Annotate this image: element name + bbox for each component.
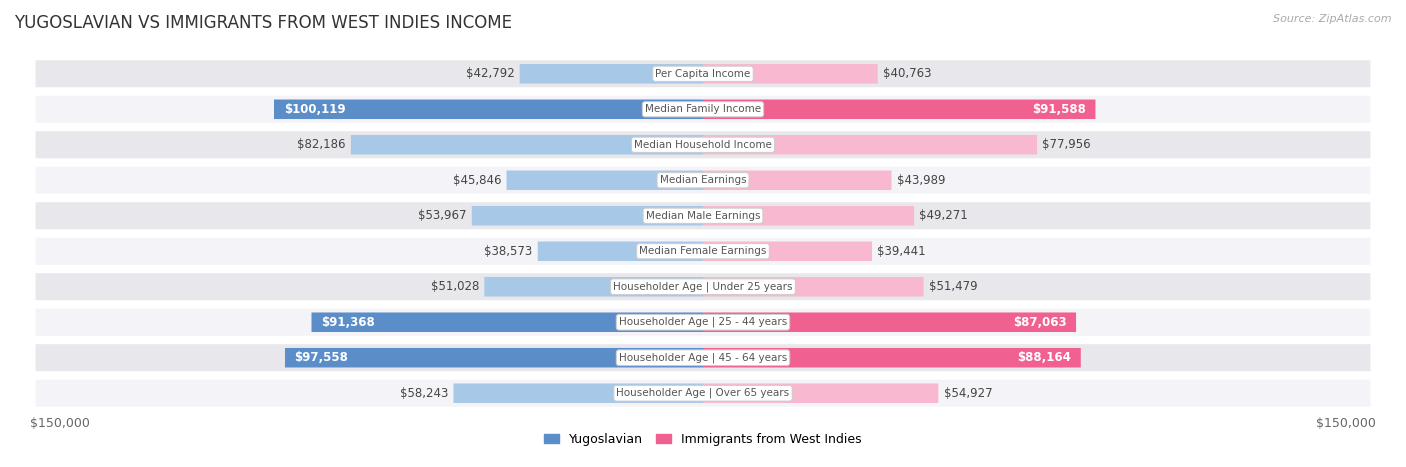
Text: Median Household Income: Median Household Income (634, 140, 772, 150)
Legend: Yugoslavian, Immigrants from West Indies: Yugoslavian, Immigrants from West Indies (540, 428, 866, 451)
Text: $49,271: $49,271 (920, 209, 967, 222)
Text: Median Male Earnings: Median Male Earnings (645, 211, 761, 221)
FancyBboxPatch shape (35, 166, 1371, 195)
Text: $45,846: $45,846 (453, 174, 502, 187)
FancyBboxPatch shape (35, 130, 1371, 159)
Text: Median Family Income: Median Family Income (645, 104, 761, 114)
FancyBboxPatch shape (703, 99, 1095, 119)
FancyBboxPatch shape (285, 348, 703, 368)
FancyBboxPatch shape (703, 135, 1038, 155)
Text: $100,119: $100,119 (284, 103, 346, 116)
FancyBboxPatch shape (537, 241, 703, 261)
FancyBboxPatch shape (703, 348, 1081, 368)
Text: $91,588: $91,588 (1032, 103, 1085, 116)
FancyBboxPatch shape (506, 170, 703, 190)
Text: Householder Age | 25 - 44 years: Householder Age | 25 - 44 years (619, 317, 787, 327)
Text: $97,558: $97,558 (295, 351, 349, 364)
Text: Per Capita Income: Per Capita Income (655, 69, 751, 79)
FancyBboxPatch shape (274, 99, 703, 119)
FancyBboxPatch shape (453, 383, 703, 403)
Text: Source: ZipAtlas.com: Source: ZipAtlas.com (1274, 14, 1392, 24)
Text: Median Earnings: Median Earnings (659, 175, 747, 185)
FancyBboxPatch shape (35, 237, 1371, 266)
FancyBboxPatch shape (703, 312, 1076, 332)
Text: Householder Age | Over 65 years: Householder Age | Over 65 years (616, 388, 790, 398)
Text: $88,164: $88,164 (1018, 351, 1071, 364)
Text: $87,063: $87,063 (1012, 316, 1066, 329)
Text: $40,763: $40,763 (883, 67, 931, 80)
Text: $58,243: $58,243 (399, 387, 449, 400)
FancyBboxPatch shape (703, 206, 914, 226)
FancyBboxPatch shape (703, 277, 924, 297)
Text: $43,989: $43,989 (897, 174, 945, 187)
Text: $53,967: $53,967 (418, 209, 467, 222)
Text: $51,479: $51,479 (929, 280, 977, 293)
FancyBboxPatch shape (35, 201, 1371, 230)
Text: $38,573: $38,573 (484, 245, 533, 258)
Text: Median Female Earnings: Median Female Earnings (640, 246, 766, 256)
FancyBboxPatch shape (35, 272, 1371, 301)
FancyBboxPatch shape (484, 277, 703, 297)
FancyBboxPatch shape (35, 59, 1371, 88)
FancyBboxPatch shape (352, 135, 703, 155)
FancyBboxPatch shape (35, 95, 1371, 124)
Text: $91,368: $91,368 (321, 316, 375, 329)
FancyBboxPatch shape (703, 383, 938, 403)
FancyBboxPatch shape (703, 64, 877, 84)
Text: Householder Age | 45 - 64 years: Householder Age | 45 - 64 years (619, 353, 787, 363)
Text: $77,956: $77,956 (1042, 138, 1091, 151)
FancyBboxPatch shape (520, 64, 703, 84)
Text: $54,927: $54,927 (943, 387, 993, 400)
Text: $39,441: $39,441 (877, 245, 925, 258)
Text: $42,792: $42,792 (465, 67, 515, 80)
Text: $51,028: $51,028 (430, 280, 479, 293)
FancyBboxPatch shape (312, 312, 703, 332)
FancyBboxPatch shape (35, 379, 1371, 408)
FancyBboxPatch shape (35, 308, 1371, 337)
FancyBboxPatch shape (35, 343, 1371, 372)
Text: YUGOSLAVIAN VS IMMIGRANTS FROM WEST INDIES INCOME: YUGOSLAVIAN VS IMMIGRANTS FROM WEST INDI… (14, 14, 512, 32)
FancyBboxPatch shape (703, 241, 872, 261)
Text: Householder Age | Under 25 years: Householder Age | Under 25 years (613, 282, 793, 292)
FancyBboxPatch shape (472, 206, 703, 226)
Text: $82,186: $82,186 (297, 138, 346, 151)
FancyBboxPatch shape (703, 170, 891, 190)
